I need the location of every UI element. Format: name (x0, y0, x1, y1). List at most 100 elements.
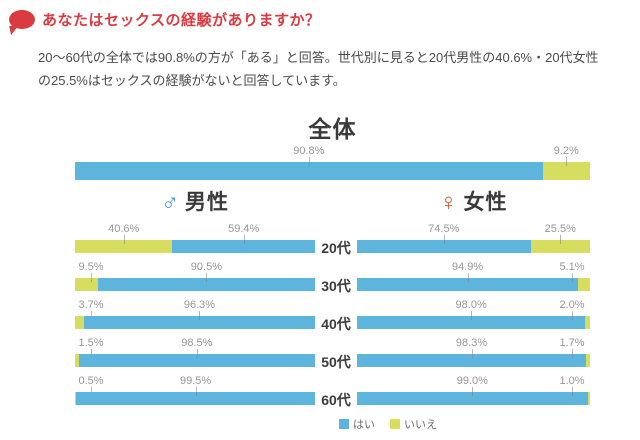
label-tick (572, 387, 573, 396)
male-bar-50代: 1.5% 98.5% (75, 337, 315, 367)
age-label-30代: 30代 (321, 278, 351, 294)
label-tick (572, 273, 573, 282)
female-bar-60代: 99.0% 1.0% (357, 375, 590, 405)
male-bar-20代-value-no: 40.6% (108, 223, 140, 235)
overall-bar: 90.8% 9.2% (75, 145, 590, 180)
legend-swatch-icon (339, 419, 349, 429)
label-tick (123, 235, 125, 244)
female-bar-20代-segment-yes (357, 240, 531, 253)
female-bar-20代-segment-no (530, 240, 590, 253)
male-bar-20代: 40.6% 59.4% (75, 223, 315, 253)
age-label-20代: 20代 (321, 240, 351, 256)
label-tick (572, 349, 573, 358)
male-bar-30代: 9.5% 90.5% (75, 261, 315, 291)
legend-label: はい (353, 419, 375, 431)
male-bar-60代-value-no: 0.5% (78, 375, 104, 387)
label-tick (308, 157, 310, 166)
label-tick (199, 311, 201, 320)
description-text: 20〜60代の全体では90.8%の方が「ある」と回答。世代別に見ると20代男性の… (38, 50, 599, 89)
male-bar-40代-value-yes: 96.3% (183, 299, 216, 311)
female-bar-40代: 98.0% 2.0% (357, 299, 590, 329)
female-bar-30代-value-yes: 94.9% (451, 261, 484, 273)
overall-bar-value-no: 9.2% (553, 145, 579, 157)
female-bar-20代: 74.5% 25.5% (357, 223, 590, 253)
label-tick (471, 311, 473, 320)
label-tick (91, 349, 92, 358)
overall-bar-segment-no (542, 162, 590, 180)
label-tick (443, 235, 445, 244)
male-bar-40代-segment-yes (83, 316, 315, 329)
label-tick (572, 311, 573, 320)
male-bar-60代-segment-yes (76, 392, 315, 405)
age-label-40代: 40代 (321, 316, 351, 332)
label-tick (91, 273, 92, 282)
male-bar-50代-value-no: 1.5% (78, 337, 104, 349)
female-bar-40代-segment-no (585, 316, 590, 329)
male-bar-60代-segment-no (75, 392, 77, 405)
label-tick (471, 349, 473, 358)
speech-bubble-icon (9, 10, 35, 29)
male-bar-50代-segment-no (75, 354, 79, 367)
female-symbol-icon: ♀ (439, 189, 459, 216)
label-tick (566, 157, 568, 166)
label-tick (196, 349, 198, 358)
male-bar-40代: 3.7% 96.3% (75, 299, 315, 329)
male-bar-50代-segment-yes (78, 354, 315, 367)
female-bar-20代-value-no: 25.5% (544, 223, 576, 235)
female-bar-30代-segment-no (578, 278, 590, 291)
label-tick (206, 273, 208, 282)
male-section-header: ♂ 男性 (75, 186, 315, 217)
male-bar-50代-value-yes: 98.5% (181, 337, 213, 349)
label-tick (560, 235, 562, 244)
male-bar-40代-value-no: 3.7% (78, 299, 104, 311)
legend: はい いいえ (136, 416, 640, 432)
female-bar-50代-segment-yes (357, 354, 587, 367)
age-label-50代: 50代 (321, 354, 351, 370)
male-bar-30代-segment-yes (97, 278, 315, 291)
female-bar-60代-segment-no (587, 392, 590, 405)
overall-bar-value-yes: 90.8% (293, 145, 325, 157)
overall-section-title: 全体 (308, 116, 357, 142)
male-symbol-icon: ♂ (161, 189, 180, 216)
female-bar-50代-segment-no (586, 354, 590, 367)
legend-item-yes: はい (339, 416, 375, 432)
female-section-header: ♀ 女性 (357, 186, 590, 217)
male-bar-20代-value-yes: 59.4% (228, 223, 260, 235)
female-bar-40代-value-no: 2.0% (559, 299, 585, 311)
male-bar-60代: 0.5% 99.5% (75, 375, 315, 405)
male-section-label: 男性 (185, 191, 229, 214)
label-tick (467, 273, 469, 282)
male-bar-40代-segment-no (75, 316, 84, 329)
legend-item-no: いいえ (390, 416, 437, 432)
label-tick (243, 235, 245, 244)
label-tick (195, 387, 197, 396)
legend-swatch-icon (390, 419, 400, 429)
female-bar-50代-value-no: 1.7% (559, 337, 585, 349)
male-bar-30代-value-no: 9.5% (78, 261, 104, 273)
female-bar-30代: 94.9% 5.1% (357, 261, 590, 291)
female-bar-60代-segment-yes (357, 392, 588, 405)
female-bar-30代-segment-yes (357, 278, 579, 291)
female-bar-50代-value-yes: 98.3% (455, 337, 488, 349)
female-bar-40代-value-yes: 98.0% (455, 299, 487, 311)
age-label-60代: 60代 (321, 392, 351, 408)
female-section-label: 女性 (463, 191, 508, 214)
label-tick (91, 311, 92, 320)
female-bar-40代-segment-yes (357, 316, 586, 329)
overall-bar-segment-yes (75, 162, 543, 180)
male-bar-20代-segment-no (75, 240, 173, 253)
male-bar-60代-value-yes: 99.5% (179, 375, 212, 387)
label-tick (472, 387, 474, 396)
female-bar-20代-value-yes: 74.5% (428, 223, 460, 235)
male-bar-20代-segment-yes (172, 240, 315, 253)
female-bar-50代: 98.3% 1.7% (357, 337, 590, 367)
male-bar-30代-value-yes: 90.5% (190, 261, 222, 273)
female-bar-60代-value-yes: 99.0% (456, 375, 488, 387)
legend-label: いいえ (404, 419, 437, 431)
female-bar-30代-value-no: 5.1% (559, 261, 585, 273)
label-tick (91, 387, 92, 396)
male-bar-30代-segment-no (75, 278, 98, 291)
female-bar-60代-value-no: 1.0% (559, 375, 585, 387)
page-title: あなたはセックスの経験がありますか？ (42, 12, 321, 29)
